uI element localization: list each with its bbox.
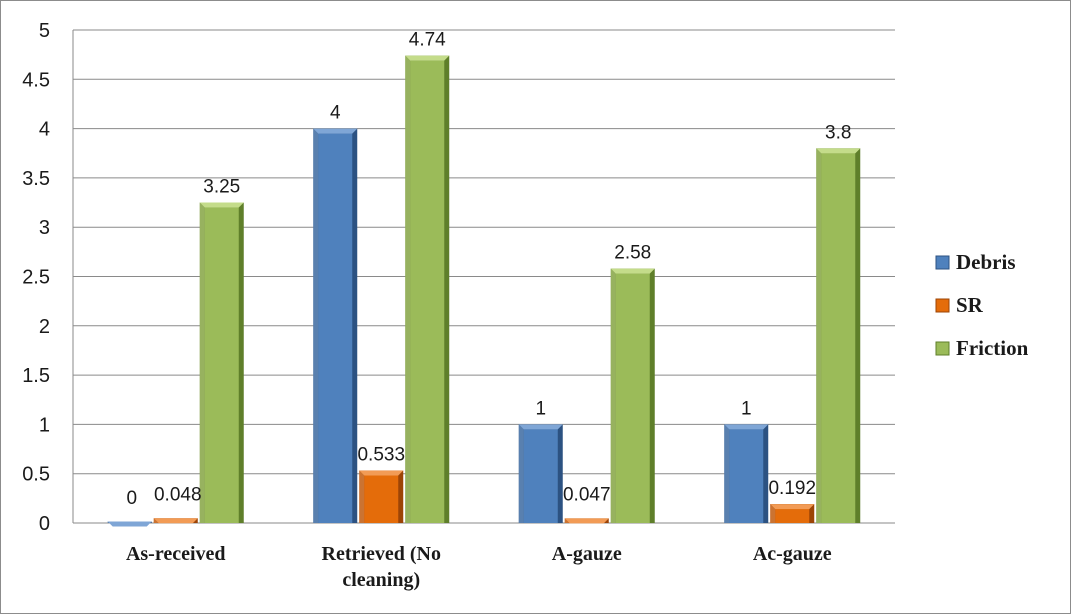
x-axis-categories: As-received Retrieved (No cleaning) A-gauze… [126, 543, 832, 591]
legend-swatch [935, 255, 950, 270]
y-axis-ticks: 0 0.5 1 1.5 2 2.5 3 3.5 4 4.5 5 [22, 20, 50, 535]
data-label-friction-0: 3.25 [203, 177, 240, 198]
category-label: Retrieved (No [322, 543, 441, 565]
bar-face [410, 60, 445, 524]
bar-debris-0 [107, 521, 152, 527]
legend-label: Friction [956, 336, 1029, 360]
bar-top-bevel [405, 55, 450, 61]
bar-top-bevel [770, 504, 815, 510]
bar-debris-3 [724, 424, 769, 523]
data-label-friction-2: 2.58 [614, 243, 651, 264]
bar-left-bevel [770, 504, 776, 523]
legend-item-friction: Friction [935, 336, 1029, 360]
legend-item-debris: Debris [935, 250, 1016, 274]
y-tick-label: 0 [39, 513, 50, 535]
bar-left-bevel [153, 518, 159, 524]
bar-left-bevel [107, 521, 113, 527]
bar-sr-1 [359, 470, 404, 523]
data-label-sr-3: 0.192 [768, 478, 816, 499]
bar-debris-2 [518, 424, 563, 523]
bar-sr-2 [564, 518, 609, 524]
bar-friction-2 [610, 268, 655, 523]
category-label: A-gauze [552, 543, 622, 565]
data-label-friction-3: 3.8 [825, 122, 851, 143]
bar-sr-3 [770, 504, 815, 523]
bar-face [204, 207, 239, 524]
bar-left-bevel [405, 55, 411, 524]
bar-left-bevel [199, 202, 205, 524]
y-tick-label: 4.5 [22, 69, 50, 91]
bar-face [523, 429, 558, 523]
bar-top-bevel [153, 518, 198, 524]
bar-face [318, 133, 353, 523]
bar-face [364, 475, 399, 523]
category-label: As-received [126, 543, 226, 565]
bar-top-bevel [107, 521, 152, 527]
data-label-sr-0: 0.048 [154, 484, 202, 505]
bar-top-bevel [359, 470, 404, 476]
bar-friction-1 [405, 55, 450, 524]
legend-swatch [935, 298, 950, 313]
category-label: cleaning) [342, 569, 420, 591]
data-labels: 0 0.048 3.25 4 0.533 4.74 1 0.047 2.58 1 0.192 3.8 [126, 30, 851, 509]
y-tick-label: 1.5 [22, 365, 50, 387]
y-tick-label: 2.5 [22, 267, 50, 289]
gridlines [72, 29, 895, 524]
bar-face [775, 509, 810, 523]
bar-sr-0 [153, 518, 198, 524]
y-tick-label: 4 [39, 119, 50, 141]
data-label-debris-1: 4 [330, 103, 341, 124]
y-tick-label: 5 [39, 20, 50, 42]
y-tick-label: 0.5 [22, 464, 50, 486]
bar-left-bevel [724, 424, 730, 523]
data-label-friction-1: 4.74 [409, 30, 446, 51]
bar-left-bevel [564, 518, 570, 524]
bar-top-bevel [313, 128, 358, 134]
legend-label: Debris [956, 250, 1016, 274]
bar-top-bevel [518, 424, 563, 430]
bar-top-bevel [816, 148, 861, 154]
category-label: Ac-gauze [753, 543, 832, 565]
data-label-sr-1: 0.533 [357, 444, 405, 465]
bar-left-bevel [359, 470, 365, 523]
y-tick-label: 3.5 [22, 168, 50, 190]
bar-left-bevel [610, 268, 616, 523]
bar-top-bevel [564, 518, 609, 524]
bar-top-bevel [724, 424, 769, 430]
bar-friction-3 [816, 148, 861, 523]
data-label-sr-2: 0.047 [563, 484, 611, 505]
bar-left-bevel [518, 424, 524, 523]
data-label-debris-0: 0 [126, 488, 137, 509]
bar-face [729, 429, 764, 523]
legend-item-sr: SR [935, 293, 984, 317]
bar-friction-0 [199, 202, 244, 524]
y-tick-label: 3 [39, 217, 50, 239]
legend-swatch [935, 341, 950, 356]
bar-top-bevel [610, 268, 655, 274]
bar-face [615, 273, 650, 523]
y-tick-label: 2 [39, 316, 50, 338]
legend-label: SR [956, 293, 984, 317]
bar-left-bevel [313, 128, 319, 523]
bar-top-bevel [199, 202, 244, 208]
bar-debris-1 [313, 128, 358, 523]
y-tick-label: 1 [39, 414, 50, 436]
legend: Debris SR Friction [935, 250, 1029, 360]
data-label-debris-3: 1 [741, 398, 752, 419]
bar-left-bevel [816, 148, 822, 523]
bar-face [821, 153, 856, 523]
data-label-debris-2: 1 [535, 398, 546, 419]
bars [107, 55, 861, 527]
